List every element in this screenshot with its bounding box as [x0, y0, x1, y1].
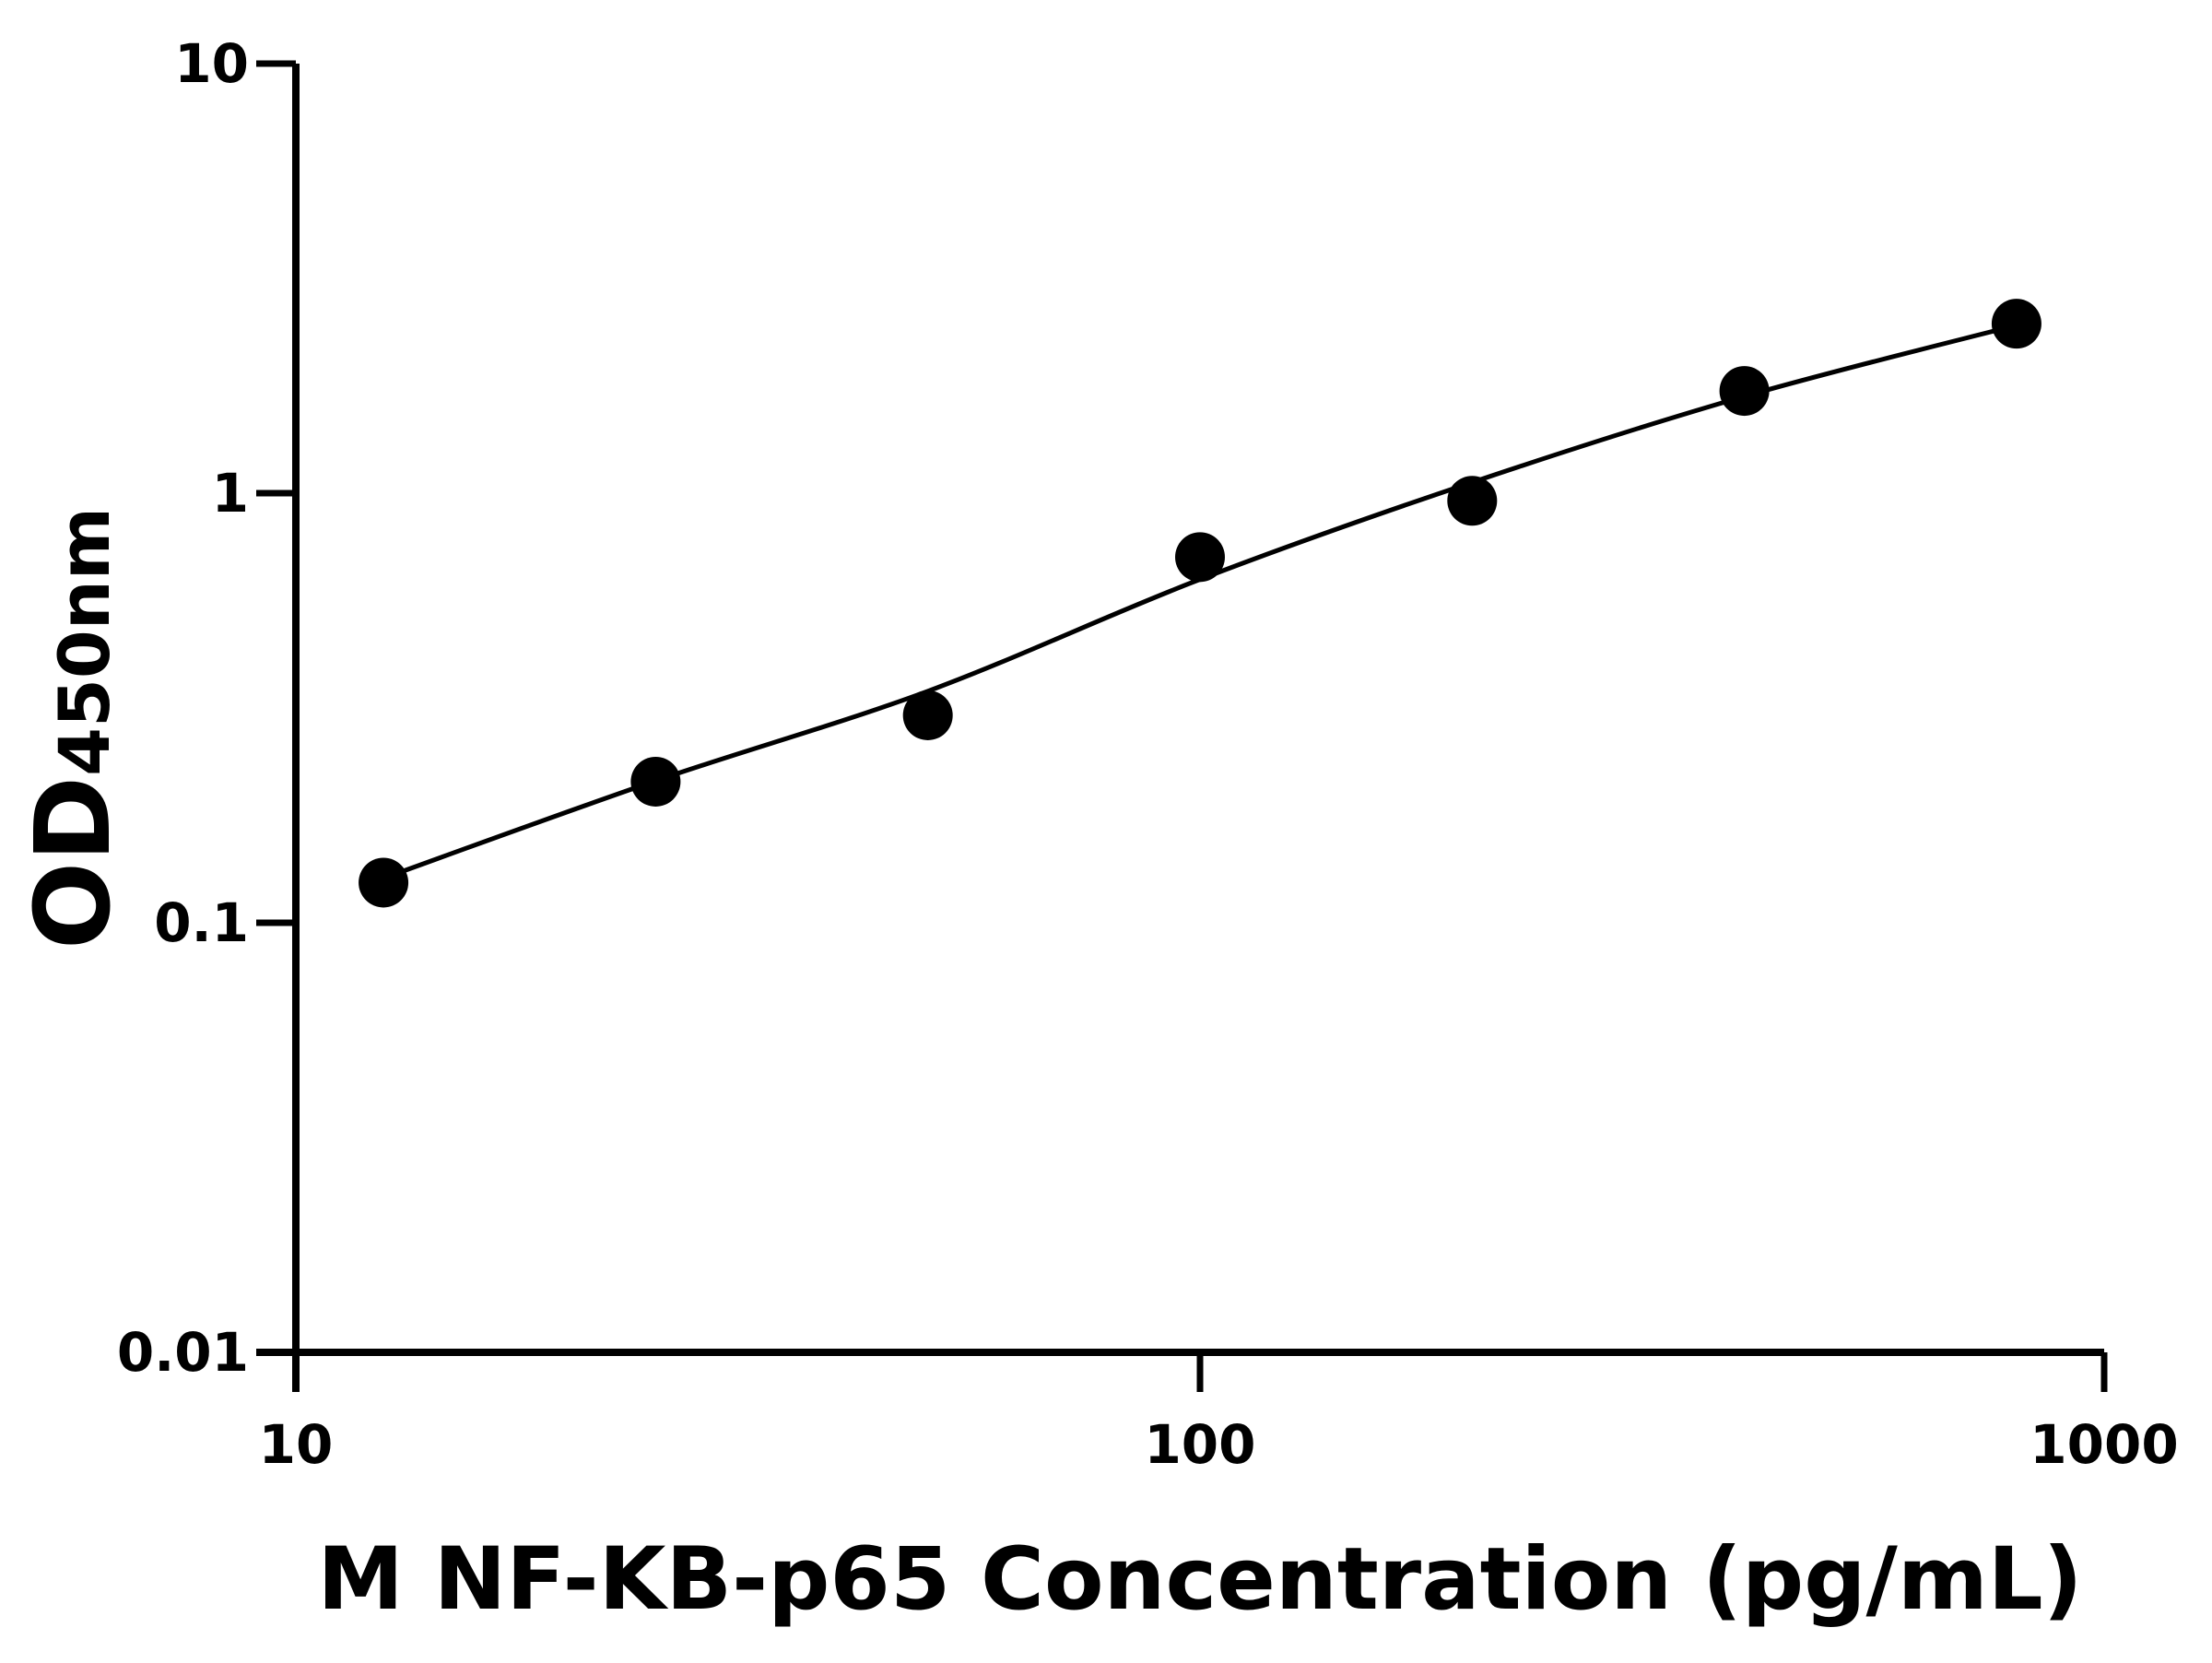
y-tick-label: 0.1 — [154, 891, 249, 954]
x-axis-label: M NF-KB-p65 Concentration (pg/mL) — [317, 1529, 2082, 1630]
fit-curve — [382, 323, 2018, 880]
y-axis-label-sub: 450nm — [43, 507, 125, 776]
data-point — [1719, 366, 1770, 417]
x-tick-label: 10 — [259, 1413, 334, 1476]
data-point — [902, 690, 953, 740]
y-axis-label-main: OD — [14, 776, 134, 949]
x-tick-label: 100 — [1144, 1413, 1255, 1476]
y-tick-label: 1 — [212, 462, 249, 525]
y-tick-label: 0.01 — [117, 1321, 249, 1384]
x-tick-label: 1000 — [2030, 1413, 2178, 1476]
data-point — [1175, 532, 1225, 583]
data-point — [1991, 299, 2041, 349]
data-point — [359, 857, 409, 908]
y-axis-label: OD450nm — [14, 507, 134, 949]
y-tick-label: 10 — [174, 32, 249, 95]
